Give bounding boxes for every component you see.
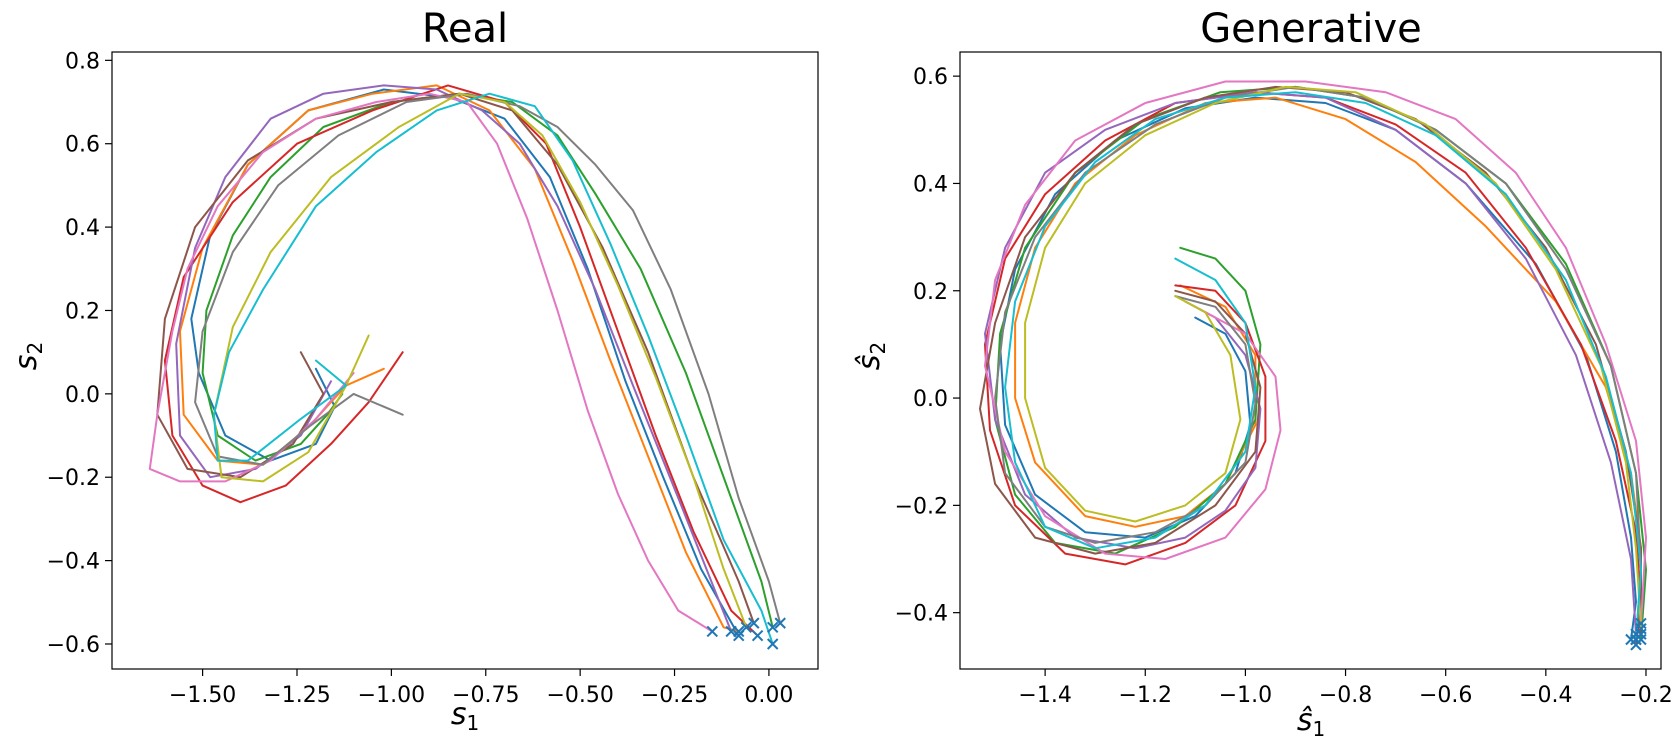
y-tick-label: 0.0 (913, 387, 948, 412)
y-tick-label: 0.8 (65, 49, 100, 74)
y-tick-label: 0.0 (65, 383, 100, 408)
series-group (148, 84, 786, 650)
x-tick-label: −0.75 (452, 683, 519, 708)
panel-real: Real s1 s2 −1.50 −1.25 −1.00 −0.75 −0.50 −0.2… (9, 6, 819, 735)
y-tick-label: 0.2 (65, 299, 100, 324)
series-line-4 (984, 91, 1642, 646)
y-axis-label-symbol: s (9, 355, 44, 371)
plot-frame (959, 51, 1662, 670)
x-tick-label: −1.25 (263, 683, 330, 708)
y-tick-label: 0.4 (913, 172, 948, 197)
series-line-4 (163, 84, 759, 637)
series-line-9 (212, 92, 748, 629)
x-tick-label: −0.6 (1419, 683, 1472, 708)
series-line-10 (212, 92, 774, 645)
x-tick-label: −1.00 (358, 683, 425, 708)
series-line-8 (994, 85, 1642, 641)
series-line-3 (201, 92, 774, 629)
end-marker-5 (725, 625, 737, 638)
end-marker-10 (766, 638, 779, 650)
y-tick-label: 0.2 (913, 280, 948, 305)
series-line-7 (984, 80, 1647, 625)
end-marker-8 (774, 617, 786, 629)
series-line-6 (979, 85, 1642, 636)
y-axis-label-subscript: 2 (23, 342, 47, 355)
series-line-2 (179, 84, 740, 633)
x-axis-label-symbol: ŝ (1297, 703, 1313, 738)
series-line-3 (994, 85, 1647, 641)
y-axis-label-subscript: 2 (866, 342, 890, 355)
series-line-8 (194, 92, 782, 625)
x-tick-label: −1.4 (1018, 683, 1071, 708)
end-marker-9 (1635, 623, 1647, 635)
x-axis-label-subscript: 1 (466, 711, 479, 735)
panel-title: Generative (1200, 6, 1422, 52)
x-tick-label: 0.00 (744, 683, 793, 708)
end-marker-6 (748, 617, 760, 629)
y-axis-label-symbol: ŝ (852, 355, 887, 371)
x-tick-label: −1.0 (1219, 683, 1272, 708)
y-tick-label: 0.4 (65, 216, 100, 241)
end-marker-10 (1630, 633, 1642, 646)
x-axis-label: s1 (451, 697, 479, 735)
series-group (979, 80, 1647, 651)
end-marker-3 (766, 621, 779, 634)
x-axis-label: ŝ1 (1297, 703, 1325, 741)
x-tick-label: −0.8 (1319, 683, 1372, 708)
x-tick-label: −0.4 (1519, 683, 1572, 708)
y-tick-label: −0.4 (895, 602, 948, 627)
series-line-10 (1004, 91, 1642, 641)
series-line-6 (156, 92, 755, 625)
series-line-5 (175, 84, 733, 633)
end-marker-7 (706, 625, 718, 638)
x-tick-label: −0.50 (546, 683, 613, 708)
x-tick-label: −0.25 (641, 683, 708, 708)
x-tick-label: −1.2 (1119, 683, 1172, 708)
y-tick-label: 0.6 (65, 133, 100, 158)
end-marker-9 (740, 621, 752, 634)
y-tick-label: 0.6 (913, 65, 948, 90)
y-axis-label: s2 (9, 342, 47, 370)
y-tick-label: −0.2 (47, 466, 100, 491)
y-tick-label: −0.2 (895, 494, 948, 519)
y-tick-label: −0.6 (47, 633, 100, 658)
x-tick-label: −1.50 (169, 683, 236, 708)
x-axis-label-subscript: 1 (1312, 717, 1325, 741)
panel-generative: Generative ŝ1 ŝ2 −1.4 −1.2 −1.0 −0.8 −0.6 −0.… (852, 6, 1672, 741)
series-line-9 (1024, 85, 1642, 630)
x-tick-label: −0.2 (1619, 683, 1672, 708)
series-line-7 (148, 92, 714, 633)
y-axis-label: ŝ2 (852, 342, 890, 370)
end-marker-4 (751, 629, 764, 642)
panel-title: Real (422, 6, 508, 52)
series-line-1 (190, 88, 740, 637)
plot-frame (111, 51, 819, 670)
series-line-2 (1014, 96, 1642, 641)
series-line-5 (984, 91, 1637, 636)
x-axis-label-symbol: s (451, 697, 467, 732)
y-tick-label: −0.4 (47, 550, 100, 575)
